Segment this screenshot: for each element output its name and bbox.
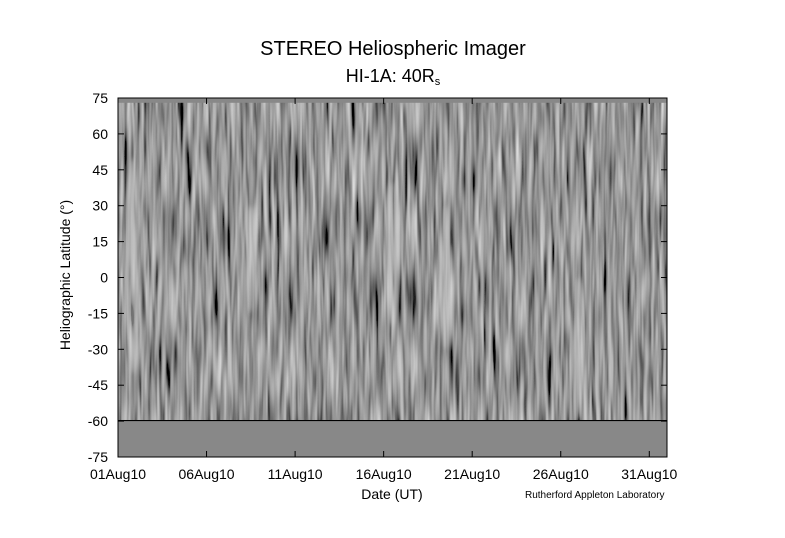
x-tick-label-5: 26Aug10 (533, 466, 589, 482)
y-tick-label-6: -15 (88, 305, 108, 321)
bright-feature-3 (438, 205, 453, 350)
chart-subtitle: HI-1A: 40Rs (118, 66, 668, 88)
bright-feature-4 (571, 277, 586, 420)
heatmap-image (118, 98, 667, 457)
bright-feature-0 (125, 157, 140, 374)
chart-title: STEREO Heliospheric Imager (260, 38, 526, 60)
x-tick-label-6: 31Aug10 (621, 466, 677, 482)
credit-label: Rutherford Appleton Laboratory (525, 490, 665, 501)
x-tick-label-2: 11Aug10 (268, 466, 323, 482)
y-tick-label-5: 0 (100, 270, 108, 286)
x-tick-label-1: 06Aug10 (179, 466, 235, 482)
y-tick-label-7: -30 (88, 341, 108, 357)
y-axis-label: Heliographic Latitude (°) (57, 200, 73, 350)
no-data-region-0 (118, 421, 667, 457)
y-tick-label-0: 75 (92, 90, 108, 106)
x-axis-label: Date (UT) (361, 486, 422, 502)
y-tick-label-2: 45 (92, 162, 108, 178)
bright-feature-2 (385, 181, 400, 326)
y-tick-labels: 75 60 45 30 15 0 -15 -30 -45 -60 -75 (88, 90, 108, 465)
subtitle-subscript: s (434, 76, 441, 88)
y-tick-label-1: 60 (92, 126, 108, 142)
x-tick-label-4: 21Aug10 (444, 466, 500, 482)
no-data-region-1 (118, 98, 667, 103)
plot-axes (117, 97, 668, 458)
bright-feature-1 (243, 205, 258, 314)
y-tick-label-9: -60 (88, 413, 108, 429)
y-tick-label-4: 15 (92, 234, 108, 250)
x-tick-label-3: 16Aug10 (356, 466, 412, 482)
x-tick-label-0: 01Aug10 (90, 466, 146, 482)
subtitle-main: HI-1A: 40R (345, 66, 435, 86)
y-tick-label-8: -45 (88, 377, 108, 393)
x-tick-labels: 01Aug10 06Aug10 11Aug10 16Aug10 21Aug10 26Aug… (90, 466, 678, 482)
y-tick-label-3: 30 (92, 198, 108, 214)
y-tick-label-10: -75 (88, 449, 108, 465)
